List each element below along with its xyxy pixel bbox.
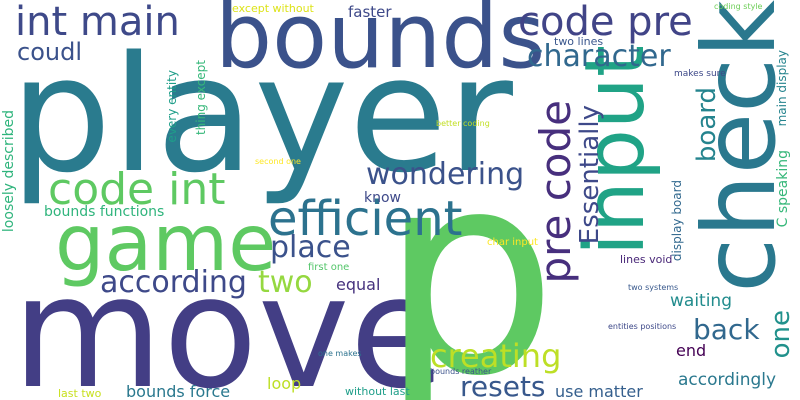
word-one: one (766, 310, 796, 359)
word-accordingly: accordingly (678, 370, 777, 390)
word-one-makes: one makes (318, 349, 362, 358)
word-bounds-reather: bounds reather (430, 367, 492, 376)
word-p: p (380, 112, 558, 400)
word-code-pre: code pre (518, 0, 693, 45)
word-except-without: except without (232, 2, 314, 15)
word-two: two (258, 265, 313, 300)
word-loosely-described: loosely described (1, 110, 17, 233)
word-lines-void: lines void (620, 253, 673, 266)
word-entities-positions: entities positions (608, 322, 677, 331)
word-character: character (527, 39, 671, 74)
word-pre-code: pre code (531, 100, 580, 284)
word-coudl: coudl (17, 38, 82, 66)
word-int-main: int main (15, 0, 180, 45)
word-resets: resets (460, 370, 546, 400)
word-according: according (100, 265, 247, 300)
word-code-int: code int (48, 164, 226, 215)
word-place: place (270, 230, 351, 265)
word-essentially: Essentially (575, 105, 605, 245)
word-better-coding: better coding (436, 119, 490, 128)
word-first-one: first one (308, 262, 350, 273)
word-move: move (12, 242, 445, 400)
word-second-one: second one (255, 157, 301, 166)
word-makes-sure: makes sure (674, 69, 726, 79)
word-bounds: bounds (215, 0, 546, 89)
word-end: end (676, 341, 707, 360)
word-main-display: main display (775, 50, 789, 127)
word-board: board (692, 87, 722, 163)
word-without-last: without last (345, 385, 410, 398)
word-c-speaking: C speaking (775, 150, 791, 228)
word-two-systems: two systems (628, 283, 679, 292)
word-bounds-force: bounds force (126, 382, 231, 400)
word-char-input: char input (487, 237, 538, 248)
word-two-lines: two lines (554, 35, 604, 48)
word-use-matter: use matter (555, 382, 643, 400)
word-display-board: display board (670, 180, 684, 262)
word-last-two: last two (58, 387, 102, 400)
word-equal: equal (336, 275, 381, 294)
word-creating: creating (430, 337, 562, 375)
word-know: know (364, 190, 401, 206)
word-game: game (55, 199, 277, 289)
word-loop: loop (267, 374, 302, 393)
word-player: player (10, 21, 513, 208)
word-waiting: waiting (670, 291, 732, 311)
word-efficient: efficient (268, 191, 463, 247)
word-wondering: wondering (366, 157, 525, 192)
word-every-entity: every entity (165, 70, 179, 143)
word-back: back (693, 313, 760, 346)
word-faster: faster (348, 3, 392, 21)
word-bounds-functions: bounds functions (44, 204, 165, 220)
word-thing-except: thing except (194, 60, 208, 136)
word-coding-style: coding style (714, 2, 763, 11)
